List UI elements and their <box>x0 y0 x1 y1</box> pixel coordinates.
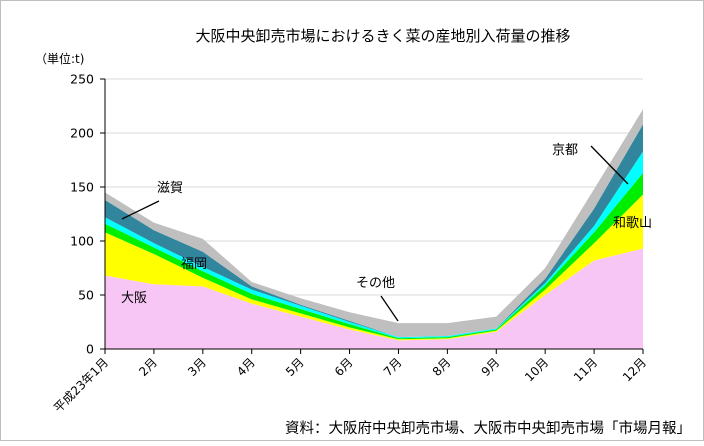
x-tick-label: 平成23年1月 <box>51 355 111 415</box>
y-tick-label: 150 <box>70 180 94 195</box>
x-tick-label: 2月 <box>136 355 160 379</box>
x-tick-label: 7月 <box>381 355 405 379</box>
annotation-leader-line <box>380 295 399 322</box>
x-tick-label: 4月 <box>234 355 258 379</box>
x-tick-labels: 平成23年1月 2月 3月 4月 5月 6月 7月 8月 9月 10月 11月 12月 <box>51 355 649 415</box>
annotation-label: その他 <box>356 276 395 291</box>
x-tick-label: 6月 <box>332 355 356 379</box>
y-tick-label: 50 <box>78 288 94 303</box>
annotation-leader-line <box>121 200 160 220</box>
y-tick-label: 0 <box>86 342 94 357</box>
annotation-label: 大阪 <box>121 291 147 306</box>
x-tick-label: 12月 <box>620 355 649 384</box>
x-tick-label: 8月 <box>430 355 454 379</box>
y-tick-label: 100 <box>70 234 94 249</box>
chart-title: 大阪中央卸売市場におけるきく菜の産地別入荷量の推移 <box>195 27 570 45</box>
x-tick-label: 3月 <box>185 355 209 379</box>
annotation-label: 京都 <box>552 143 578 158</box>
annotation-label: 和歌山 <box>613 216 652 231</box>
x-tick-label: 11月 <box>571 355 600 384</box>
x-tick-label: 9月 <box>479 355 503 379</box>
y-tick-label: 250 <box>70 72 94 87</box>
annotation-label: 福岡 <box>181 257 207 272</box>
annotation-label: 滋賀 <box>157 181 183 196</box>
y-tick-label: 200 <box>70 126 94 141</box>
axes <box>100 78 644 354</box>
x-tick-label: 5月 <box>283 355 307 379</box>
y-tick-labels: 0 50 100 150 200 250 <box>70 72 94 357</box>
annotation-leader-line <box>590 145 629 185</box>
unit-label: （単位:t) <box>35 51 84 66</box>
source-note: 資料：大阪府中央卸売市場、大阪市中央卸売市場「市場月報」 <box>285 420 691 437</box>
x-tick-label: 10月 <box>522 355 551 384</box>
area-series-1 <box>105 248 643 349</box>
area-layers <box>105 109 643 349</box>
